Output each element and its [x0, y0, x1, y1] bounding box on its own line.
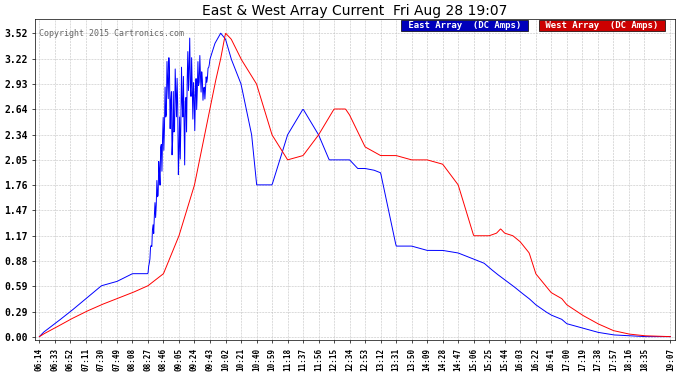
Title: East & West Array Current  Fri Aug 28 19:07: East & West Array Current Fri Aug 28 19:…: [202, 4, 508, 18]
Text: West Array  (DC Amps): West Array (DC Amps): [540, 21, 664, 30]
Text: East Array  (DC Amps): East Array (DC Amps): [403, 21, 526, 30]
Text: Copyright 2015 Cartronics.com: Copyright 2015 Cartronics.com: [39, 29, 184, 38]
